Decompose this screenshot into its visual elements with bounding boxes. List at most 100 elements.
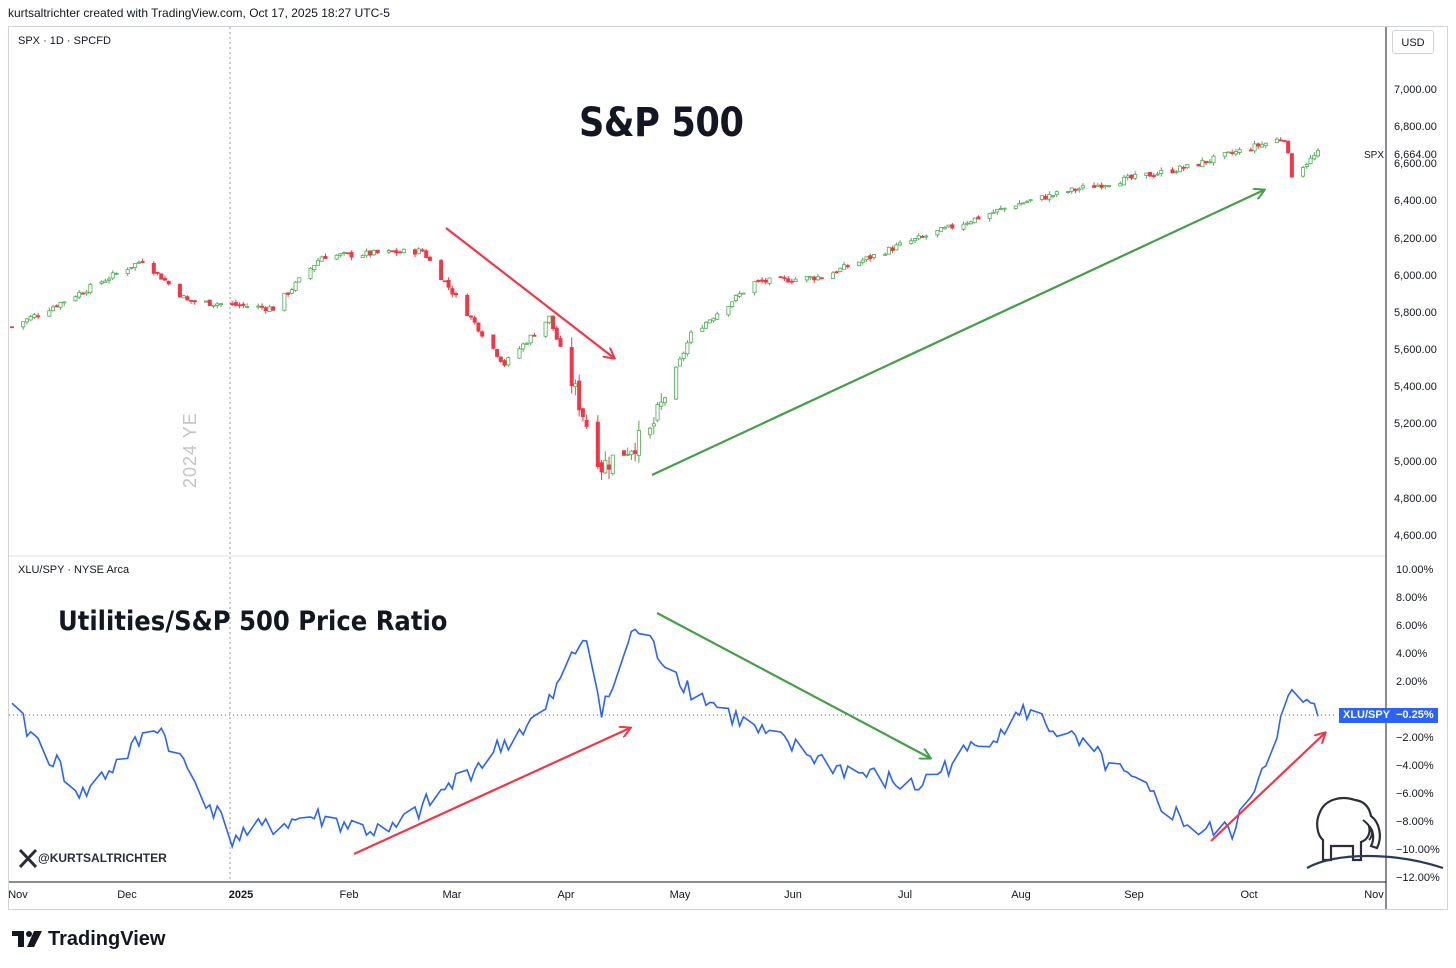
candle-body bbox=[1028, 199, 1033, 202]
candle-body bbox=[1222, 152, 1227, 157]
candle-body bbox=[532, 334, 537, 337]
y-tick-label: 5,400.00 bbox=[1394, 381, 1437, 394]
candle-body bbox=[446, 280, 451, 288]
candle-body bbox=[1095, 184, 1100, 187]
candle-body bbox=[528, 334, 533, 344]
candle-body bbox=[655, 404, 660, 421]
candle-body bbox=[1274, 138, 1279, 144]
candle-body bbox=[819, 277, 824, 280]
candle-body bbox=[218, 303, 223, 306]
candle-body bbox=[890, 247, 895, 251]
candle-body bbox=[80, 292, 85, 295]
candle-body bbox=[763, 279, 768, 283]
candle-body bbox=[573, 383, 578, 387]
y-tick-label: −4.00% bbox=[1396, 760, 1434, 772]
candle-body bbox=[1077, 188, 1082, 191]
candle-body bbox=[1043, 195, 1048, 200]
candle-body bbox=[1002, 207, 1007, 210]
candle-body bbox=[741, 292, 746, 295]
ratio-series-label: XLU/SPY bbox=[1339, 708, 1395, 723]
mammoth-logo bbox=[1306, 796, 1444, 870]
candle-body bbox=[968, 221, 973, 225]
candle-body bbox=[674, 366, 679, 400]
y-tick-label: 6,000.00 bbox=[1394, 269, 1437, 282]
candle-body bbox=[319, 256, 324, 262]
candle-body bbox=[77, 292, 82, 298]
candle-body bbox=[580, 408, 585, 417]
candle-body bbox=[898, 242, 903, 246]
x-tick-label: Oct bbox=[1240, 889, 1258, 901]
y-tick-label: 7,000.00 bbox=[1394, 84, 1437, 96]
x-tick-label: Sep bbox=[1124, 889, 1144, 901]
candle-body bbox=[786, 278, 791, 283]
candle-body bbox=[47, 310, 52, 317]
x-tick-label: Apr bbox=[557, 889, 575, 901]
candle-body bbox=[177, 283, 182, 298]
candle-body bbox=[838, 267, 843, 272]
candle-body bbox=[308, 268, 313, 279]
candle-body bbox=[946, 224, 951, 228]
candle-body bbox=[394, 250, 399, 254]
y-tick-label: 4.00% bbox=[1396, 648, 1428, 660]
candle-body bbox=[1013, 205, 1018, 209]
y-tick-label: −12.00% bbox=[1396, 872, 1440, 884]
candle-body bbox=[412, 249, 417, 255]
candle-body bbox=[88, 283, 93, 294]
candle-body bbox=[625, 453, 630, 456]
candle-body bbox=[263, 307, 268, 311]
candle-body bbox=[894, 244, 899, 251]
y-tick-label: 2.00% bbox=[1396, 676, 1428, 688]
candle-body bbox=[543, 321, 548, 337]
y-tick-label: 6,200.00 bbox=[1394, 232, 1437, 245]
candle-body bbox=[636, 430, 641, 456]
candle-body bbox=[99, 281, 104, 284]
candle-body bbox=[1047, 194, 1052, 200]
candle-body bbox=[289, 289, 294, 294]
candle-body bbox=[476, 322, 481, 332]
candle-body bbox=[1233, 151, 1238, 155]
candle-body bbox=[524, 342, 529, 345]
candle-body bbox=[233, 302, 238, 306]
year-end-label: 2024 YE bbox=[180, 412, 200, 488]
x-tick-label: Mar bbox=[442, 889, 462, 901]
candle-body bbox=[110, 272, 115, 279]
candle-body bbox=[390, 250, 395, 253]
candle-body bbox=[103, 280, 108, 283]
candle-body bbox=[1107, 185, 1112, 187]
candle-body bbox=[107, 278, 112, 281]
candle-body bbox=[1312, 155, 1317, 160]
candle-body bbox=[442, 280, 447, 283]
candle-body bbox=[360, 255, 365, 258]
candle-body bbox=[961, 223, 966, 230]
x-tick-label: 2025 bbox=[228, 889, 254, 901]
candle-body bbox=[1092, 185, 1097, 188]
candle-body bbox=[648, 427, 653, 436]
candle-body bbox=[334, 254, 339, 260]
candle-body bbox=[207, 299, 212, 306]
candle-body bbox=[1286, 140, 1291, 154]
candle-body bbox=[230, 303, 235, 306]
candle-body bbox=[633, 450, 638, 454]
candle-body bbox=[401, 248, 406, 254]
candle-body bbox=[517, 348, 522, 359]
tradingview-logo-icon bbox=[12, 931, 42, 947]
candle-body bbox=[886, 246, 891, 255]
x-tick-label: Dec bbox=[117, 889, 137, 901]
y-tick-label: 6.00% bbox=[1396, 620, 1428, 632]
currency-selector[interactable]: USD bbox=[1392, 30, 1434, 54]
candle-body bbox=[1185, 164, 1190, 169]
top-pane-label: SPX · 1D · SPCFD bbox=[18, 35, 111, 47]
candle-body bbox=[711, 317, 716, 322]
candle-body bbox=[140, 261, 145, 263]
spx-price-value: 6,664.00 bbox=[1394, 149, 1437, 161]
candle-body bbox=[32, 314, 37, 318]
candle-body bbox=[345, 252, 350, 255]
candle-body bbox=[1248, 149, 1253, 152]
candle-body bbox=[756, 280, 761, 282]
candle-body bbox=[1073, 188, 1078, 191]
candle-body bbox=[689, 331, 694, 343]
candle-body bbox=[1129, 174, 1134, 179]
candle-body bbox=[1021, 202, 1026, 205]
candle-body bbox=[1080, 185, 1085, 189]
